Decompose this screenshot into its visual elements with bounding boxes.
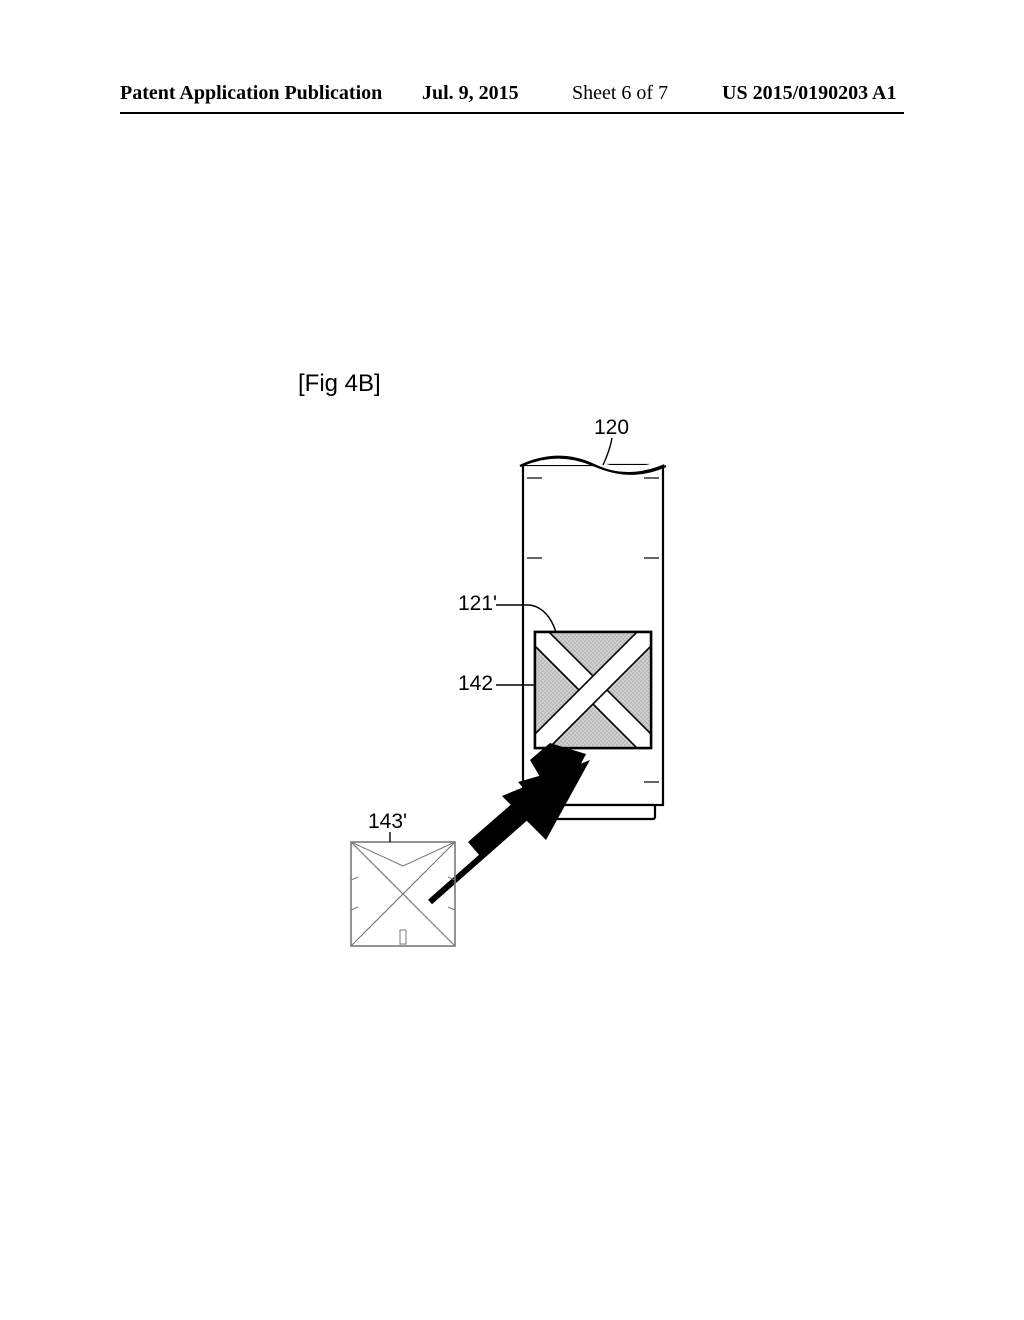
label-143-prime: 143' bbox=[368, 810, 407, 833]
zoom-arrow-icon bbox=[430, 743, 590, 902]
figure-svg: 120 121' 142 143' bbox=[298, 410, 718, 970]
label-142: 142 bbox=[458, 672, 493, 695]
header-rule bbox=[120, 112, 904, 114]
figure-4b: 120 121' 142 143' bbox=[298, 410, 718, 970]
label-120: 120 bbox=[594, 416, 629, 439]
doc-number: US 2015/0190203 A1 bbox=[722, 82, 896, 105]
publication-date: Jul. 9, 2015 bbox=[422, 82, 519, 105]
figure-label: [Fig 4B] bbox=[298, 370, 381, 398]
publication-type: Patent Application Publication bbox=[120, 82, 382, 105]
label-121-prime: 121' bbox=[458, 592, 497, 615]
sheet-number: Sheet 6 of 7 bbox=[572, 82, 668, 105]
window-121-142 bbox=[535, 632, 651, 748]
patent-page: Patent Application Publication Jul. 9, 2… bbox=[0, 0, 1024, 1320]
